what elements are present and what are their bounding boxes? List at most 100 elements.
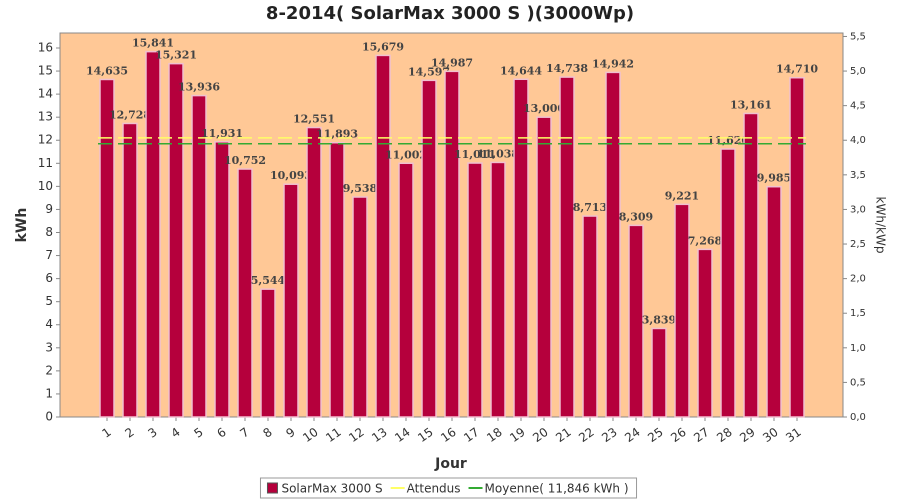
value-label: 9,985 xyxy=(757,172,791,185)
bar xyxy=(789,76,805,418)
y-tick-label: 1 xyxy=(45,386,53,400)
y-tick-label: 5 xyxy=(45,294,53,308)
y-tick-label: 14 xyxy=(38,87,53,101)
x-tick-label: 27 xyxy=(691,425,712,445)
y2-tick-label: 4,5 xyxy=(850,101,866,112)
bar xyxy=(283,183,299,418)
x-tick-label: 21 xyxy=(553,425,574,445)
value-label: 11,931 xyxy=(201,127,243,140)
x-axis-label: Jour xyxy=(434,456,467,472)
legend-label: SolarMax 3000 S xyxy=(281,482,382,496)
value-label: 11,002 xyxy=(385,148,427,161)
legend-label: Moyenne( 11,846 kWh ) xyxy=(485,482,629,496)
bar xyxy=(237,168,253,418)
x-tick-label: 8 xyxy=(260,425,274,441)
value-label: 9,221 xyxy=(665,189,699,202)
value-label: 14,644 xyxy=(500,64,542,77)
x-tick-label: 15 xyxy=(415,425,436,445)
value-label: 8,309 xyxy=(619,210,653,223)
y2-tick-label: 1,5 xyxy=(850,308,866,319)
value-label: 9,538 xyxy=(343,182,378,195)
y-tick-label: 4 xyxy=(45,317,53,331)
x-tick-label: 5 xyxy=(191,425,205,441)
bar xyxy=(191,94,207,418)
bar xyxy=(513,78,529,418)
x-tick-label: 6 xyxy=(214,425,228,441)
value-label: 14,635 xyxy=(86,64,128,77)
value-label: 14,987 xyxy=(431,56,473,69)
x-tick-label: 29 xyxy=(737,425,758,445)
value-label: 10,093 xyxy=(270,169,312,182)
legend-swatch xyxy=(266,482,278,494)
y2-tick-label: 4,0 xyxy=(850,135,866,146)
bar xyxy=(329,141,345,418)
value-label: 5,544 xyxy=(251,274,286,287)
y-tick-label: 12 xyxy=(38,133,53,147)
y-tick-label: 10 xyxy=(38,179,53,193)
value-label: 13,161 xyxy=(730,98,772,111)
y-tick-label: 13 xyxy=(38,110,53,124)
bar xyxy=(582,215,598,418)
value-label: 15,321 xyxy=(155,49,197,62)
x-tick-label: 14 xyxy=(392,425,413,445)
x-tick-label: 9 xyxy=(283,425,297,441)
y2-tick-label: 0,5 xyxy=(850,377,866,388)
y2-tick-label: 3,5 xyxy=(850,170,866,181)
x-tick-label: 2 xyxy=(122,425,136,441)
bar xyxy=(674,203,690,418)
y2-tick-label: 1,0 xyxy=(850,343,866,354)
x-tick-label: 3 xyxy=(145,425,159,441)
x-tick-label: 12 xyxy=(346,425,367,445)
bar xyxy=(628,224,644,418)
bar xyxy=(421,79,437,418)
bar xyxy=(467,162,483,418)
value-label: 3,839 xyxy=(642,313,676,326)
value-label: 12,551 xyxy=(293,113,335,126)
y-tick-label: 3 xyxy=(45,340,53,354)
y2-tick-label: 0,0 xyxy=(850,412,866,423)
y2-tick-label: 5,5 xyxy=(850,31,866,42)
value-label: 15,679 xyxy=(362,40,404,53)
bar xyxy=(99,78,115,418)
y-tick-label: 0 xyxy=(45,410,53,424)
bar xyxy=(651,327,667,418)
bar xyxy=(375,54,391,418)
y2-tick-label: 5,0 xyxy=(850,66,866,77)
x-tick-label: 28 xyxy=(714,425,735,445)
x-tick-label: 19 xyxy=(507,425,528,445)
bar xyxy=(122,122,138,418)
bar xyxy=(743,112,759,418)
y-tick-label: 6 xyxy=(45,271,53,285)
bar xyxy=(168,62,184,418)
bar xyxy=(559,76,575,418)
y2-axis-label: kWh/kWp xyxy=(874,197,888,254)
value-label: 14,710 xyxy=(776,63,818,76)
x-tick-label: 4 xyxy=(168,425,182,441)
value-label: 11,011 xyxy=(454,148,496,161)
bar xyxy=(398,162,414,418)
y2-tick-label: 2,5 xyxy=(850,239,866,250)
value-label: 14,597 xyxy=(408,65,450,78)
x-tick-label: 17 xyxy=(461,425,482,445)
x-tick-label: 23 xyxy=(599,425,620,445)
bar xyxy=(145,50,161,418)
x-tick-label: 24 xyxy=(622,425,643,445)
x-tick-label: 1 xyxy=(99,425,113,441)
value-label: 7,268 xyxy=(688,234,723,247)
x-tick-label: 20 xyxy=(530,425,551,445)
value-label: 10,752 xyxy=(224,154,266,167)
x-tick-label: 26 xyxy=(668,425,689,445)
legend-box xyxy=(259,477,638,499)
y2-tick-label: 3,0 xyxy=(850,204,866,215)
value-label: 13,000 xyxy=(523,102,565,115)
bar xyxy=(260,288,276,418)
value-label: 11,893 xyxy=(316,128,358,141)
x-tick-label: 18 xyxy=(484,425,505,445)
y-tick-label: 9 xyxy=(45,202,53,216)
bar xyxy=(444,70,460,418)
bar xyxy=(605,71,621,418)
x-tick-label: 25 xyxy=(645,425,666,445)
x-tick-label: 31 xyxy=(783,425,804,445)
y-tick-label: 15 xyxy=(38,64,53,78)
value-label: 12,728 xyxy=(109,108,151,121)
